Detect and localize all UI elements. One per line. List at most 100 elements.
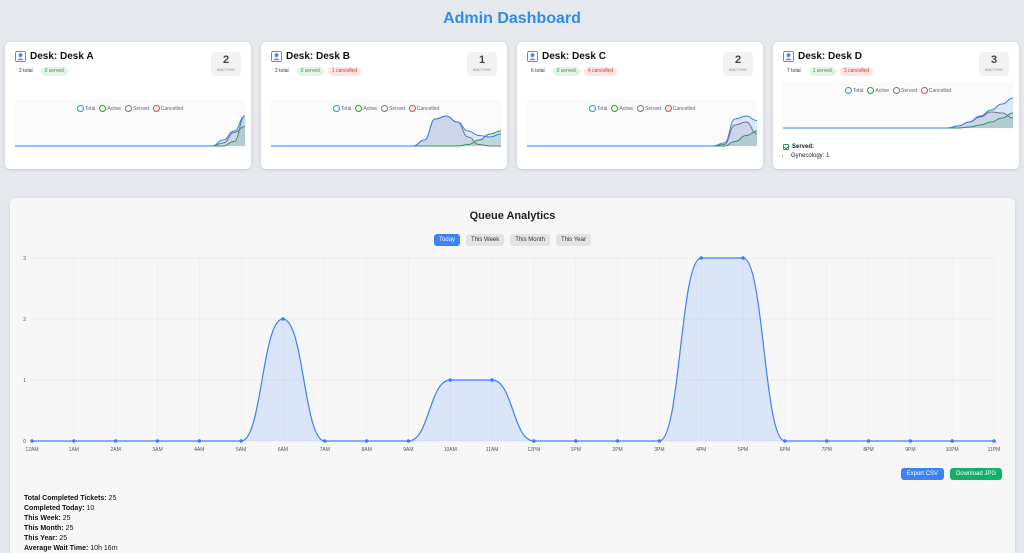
data-point <box>155 439 160 443</box>
legend-cancelled[interactable]: Cancelled <box>152 105 183 112</box>
legend-active[interactable]: Active <box>611 105 633 112</box>
served-badge: 1 served <box>808 67 836 76</box>
stat-this-month: This Month: 25 <box>24 525 74 532</box>
served-badge: 0 served <box>40 67 68 76</box>
mini-area-total <box>15 116 245 146</box>
data-point <box>406 439 411 443</box>
mini-chart-legend: Total Active Served Cancelled <box>527 105 757 112</box>
x-tick-label: 12PM <box>527 447 540 453</box>
data-point <box>113 439 118 443</box>
total-badge: 7 total <box>787 68 801 74</box>
mini-chart-legend: Total Active Served Cancelled <box>783 87 1013 94</box>
legend-total[interactable]: Total <box>844 87 863 94</box>
desk-title: Desk: Desk D <box>783 51 862 62</box>
x-tick-label: 4AM <box>194 447 204 453</box>
mini-chart-svg <box>15 115 245 147</box>
y-tick-label: 3 <box>23 256 26 262</box>
data-point <box>699 256 704 260</box>
x-tick-label: 8PM <box>863 447 873 453</box>
mini-area-active <box>15 126 245 146</box>
legend-cancelled[interactable]: Cancelled <box>408 105 439 112</box>
waiting-counter: 2 WAITING <box>211 52 241 76</box>
mini-line-active <box>15 126 245 147</box>
mini-chart-legend: Total Active Served Cancelled <box>15 105 245 112</box>
mini-line-active <box>527 121 757 147</box>
range-week-button[interactable]: This Week <box>466 234 505 246</box>
data-point <box>615 439 620 443</box>
desk-title: Desk: Desk A <box>15 51 94 62</box>
x-tick-label: 3AM <box>152 447 162 453</box>
x-tick-label: 2AM <box>111 447 121 453</box>
analytics-title: Queue Analytics <box>469 210 556 222</box>
legend-total[interactable]: Total <box>76 105 95 112</box>
user-icon <box>783 51 794 62</box>
x-tick-label: 3PM <box>654 447 664 453</box>
x-tick-label: 8AM <box>361 447 371 453</box>
data-point <box>197 439 202 443</box>
legend-cancelled[interactable]: Cancelled <box>664 105 695 112</box>
x-tick-label: 4PM <box>696 447 706 453</box>
desk-badges: 7 total 1 served 3 cancelled <box>783 67 874 76</box>
desk-title: Desk: Desk C <box>527 51 606 62</box>
legend-served[interactable]: Served <box>125 105 149 112</box>
x-tick-label: 6AM <box>278 447 288 453</box>
served-badge: 0 served <box>552 67 580 76</box>
mini-line-total <box>15 115 245 147</box>
cancelled-badge: 3 cancelled <box>839 67 874 76</box>
legend-active[interactable]: Active <box>867 87 889 94</box>
total-badge: 2 total <box>19 68 33 74</box>
series-area <box>32 258 994 441</box>
range-selector: Today This Week This Month This Year <box>10 234 1015 246</box>
total-badge: 6 total <box>531 68 545 74</box>
desk-mini-chart: Total Active Served Cancelled <box>783 82 1013 130</box>
data-point <box>490 378 494 382</box>
x-tick-label: 1PM <box>571 447 581 453</box>
data-point <box>448 378 453 382</box>
stat-this-week: This Week: 25 <box>24 515 71 522</box>
x-tick-label: 1AM <box>69 447 79 453</box>
user-icon <box>15 51 26 62</box>
x-tick-label: 11PM <box>988 447 1001 453</box>
legend-served[interactable]: Served <box>381 105 405 112</box>
page-title: Admin Dashboard <box>443 10 581 27</box>
mini-line-total <box>783 97 1013 129</box>
x-tick-label: 6PM <box>780 447 790 453</box>
mini-chart-svg <box>271 115 501 147</box>
x-tick-label: 12AM <box>25 447 38 453</box>
legend-active[interactable]: Active <box>355 105 377 112</box>
x-tick-label: 2PM <box>612 447 622 453</box>
mini-area-cancelled <box>527 131 757 146</box>
data-point <box>992 439 996 443</box>
x-tick-label: 9AM <box>403 447 413 453</box>
desk-card: Desk: Desk A 2 total 0 served 2 WAITING T… <box>5 42 251 169</box>
legend-total[interactable]: Total <box>332 105 351 112</box>
download-jpg-button[interactable]: Download JPG <box>949 468 1002 480</box>
x-tick-label: 10AM <box>444 447 457 453</box>
check-icon <box>783 144 789 150</box>
waiting-counter: 2 WAITING <box>723 52 753 76</box>
x-tick-label: 11AM <box>486 447 499 453</box>
mini-area-total <box>783 98 1013 128</box>
data-point <box>824 439 829 443</box>
y-tick-label: 1 <box>23 378 26 384</box>
range-year-button[interactable]: This Year <box>555 234 591 246</box>
y-tick-label: 2 <box>23 317 26 323</box>
stats-summary: Total Completed Tickets: 25 Completed To… <box>24 494 118 553</box>
mini-chart-svg <box>783 97 1013 129</box>
legend-served[interactable]: Served <box>637 105 661 112</box>
export-csv-button[interactable]: Export CSV <box>900 468 944 480</box>
legend-cancelled[interactable]: Cancelled <box>920 87 951 94</box>
range-month-button[interactable]: This Month <box>510 234 550 246</box>
served-summary: Served: Gynecology: 1 <box>783 144 829 159</box>
data-point <box>950 439 954 443</box>
legend-active[interactable]: Active <box>99 105 121 112</box>
series-line <box>32 257 994 442</box>
legend-served[interactable]: Served <box>893 87 917 94</box>
legend-total[interactable]: Total <box>588 105 607 112</box>
x-tick-label: 7PM <box>822 447 832 453</box>
desk-badges: 2 total 0 served <box>15 67 68 76</box>
mini-line-cancelled <box>15 115 245 147</box>
range-today-button[interactable]: Today <box>434 234 461 246</box>
cancelled-badge: 1 cancelled <box>327 67 362 76</box>
mini-area-total <box>271 116 501 146</box>
